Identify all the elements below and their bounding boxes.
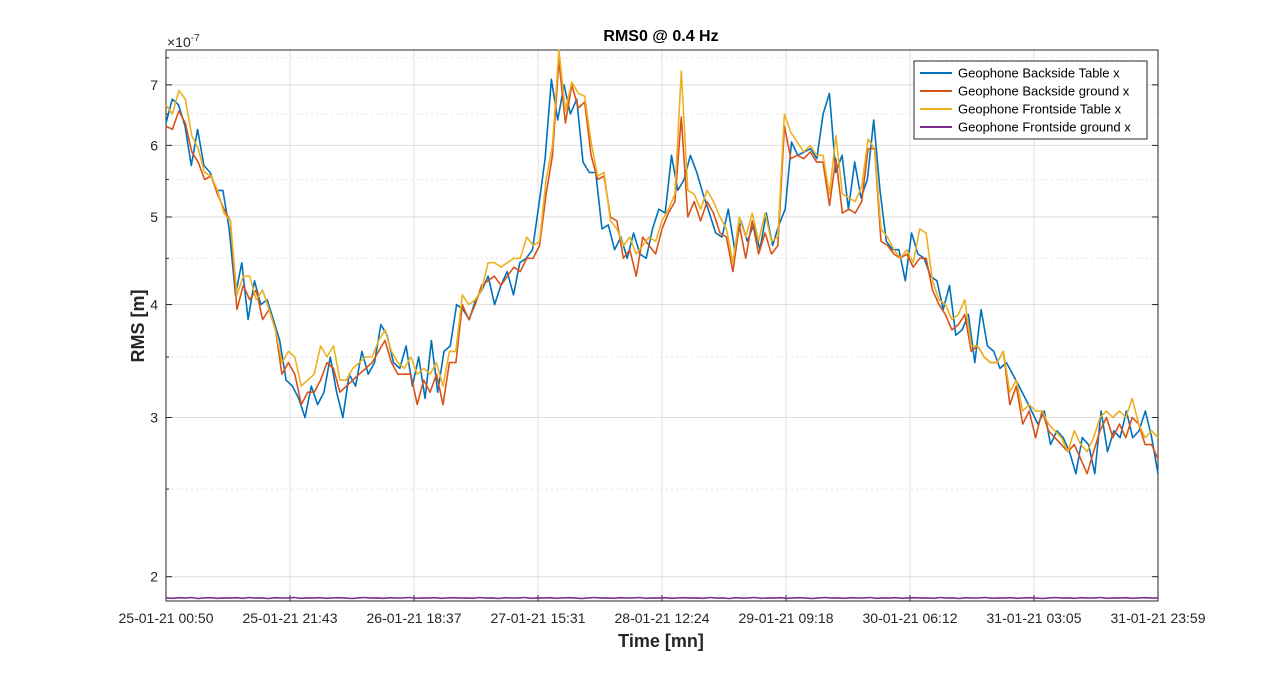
- plot-area: 2 3 4 5 6 7 25-01-21 00:50 25-01-21 21:43 26-01-…: [119, 49, 1206, 626]
- y-exponent-power: -7: [191, 33, 200, 44]
- legend-box: [913, 60, 1148, 140]
- x-tick-label: 25-01-21 21:43: [243, 610, 338, 626]
- y-tick-label: 2: [150, 569, 158, 585]
- x-tick-label: 29-01-21 09:18: [739, 610, 834, 626]
- x-tick-label: 25-01-21 00:50: [119, 610, 214, 626]
- chart-title: RMS0 @ 0.4 Hz: [603, 28, 718, 45]
- x-tick-label: 26-01-21 18:37: [367, 610, 462, 626]
- y-tick-label: 4: [150, 297, 158, 313]
- x-tick-label: 27-01-21 15:31: [491, 610, 586, 626]
- x-tick-label: 28-01-21 12:24: [615, 610, 710, 626]
- x-tick-label: 31-01-21 23:59: [1111, 610, 1206, 626]
- y-tick-label: 7: [150, 77, 158, 93]
- series-line-4: [165, 596, 1159, 600]
- y-axis-label: RMS [m]: [128, 290, 148, 363]
- series-line-3: [165, 49, 1159, 453]
- x-tick-label: 30-01-21 06:12: [863, 610, 958, 626]
- legend-label-3: Geophone Frontside Table x: [958, 102, 1122, 117]
- y-exponent-base: ×10: [167, 34, 191, 50]
- grid-lines: [165, 50, 1159, 601]
- legend-label-1: Geophone Backside Table x: [958, 66, 1120, 81]
- x-tick-label: 31-01-21 03:05: [987, 610, 1082, 626]
- y-tick-label: 6: [150, 137, 158, 153]
- legend-label-4: Geophone Frontside ground x: [958, 120, 1131, 135]
- legend-label-2: Geophone Backside ground x: [958, 84, 1130, 99]
- y-axis-exponent: ×10-7: [167, 33, 200, 50]
- legend: Geophone Backside Table x Geophone Backsi…: [913, 60, 1148, 140]
- x-axis-label: Time [mn]: [618, 631, 704, 651]
- y-tick-label: 5: [150, 209, 158, 225]
- y-tick-label: 3: [150, 410, 158, 426]
- series-line-1: [165, 78, 1159, 475]
